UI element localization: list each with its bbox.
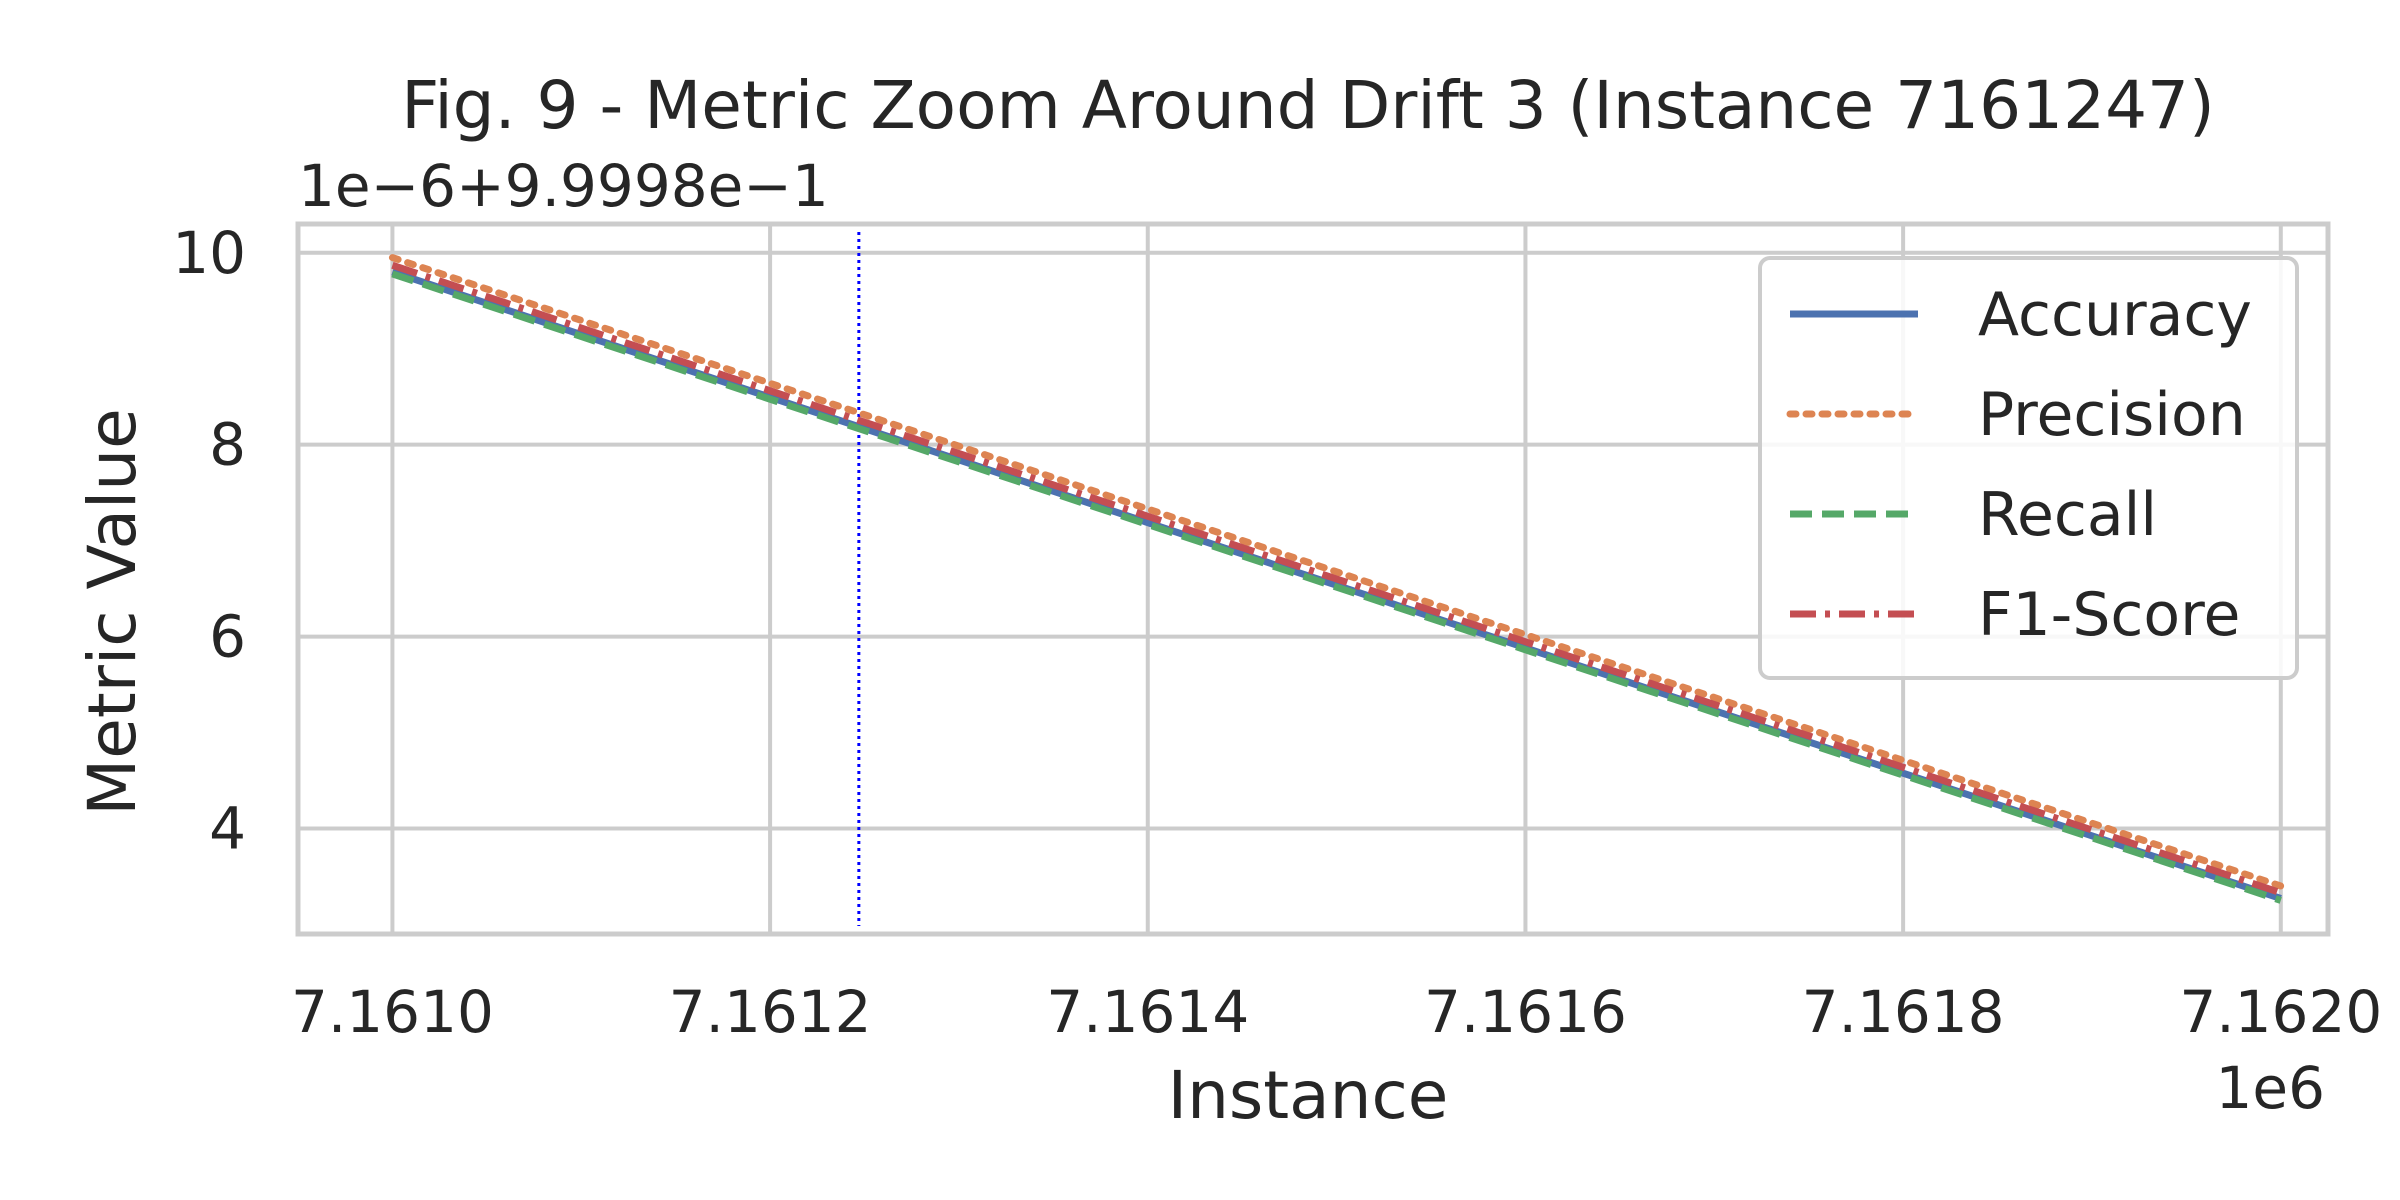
series-lines xyxy=(388,254,2285,904)
legend-label-f1-score: F1-Score xyxy=(1978,580,2240,650)
x-tick-label: 7.1618 xyxy=(1802,978,2005,1046)
y-tick-label: 6 xyxy=(209,603,246,671)
series-line-f1-score xyxy=(391,261,2282,897)
legend-label-accuracy: Accuracy xyxy=(1978,280,2252,350)
series-line-precision xyxy=(388,254,2285,890)
series-line-recall xyxy=(391,270,2282,904)
x-tick-label: 7.1610 xyxy=(291,978,494,1046)
x-tick-label: 7.1612 xyxy=(669,978,872,1046)
x-tick-label: 7.1620 xyxy=(2179,978,2382,1046)
y-tick-label: 8 xyxy=(209,411,246,479)
legend-label-precision: Precision xyxy=(1978,380,2246,450)
x-offset-text: 1e6 xyxy=(2216,1054,2326,1122)
legend: Accuracy Precision Recall F1-Score xyxy=(1758,256,2299,680)
y-tick-label: 10 xyxy=(172,219,246,287)
x-tick-label: 7.1614 xyxy=(1046,978,1249,1046)
y-tick-labels: 4 6 8 10 xyxy=(172,219,246,863)
y-tick-label: 4 xyxy=(209,794,246,862)
plot-frame xyxy=(295,221,2331,937)
legend-label-recall: Recall xyxy=(1978,480,2157,550)
chart-title: Fig. 9 - Metric Zoom Around Drift 3 (Ins… xyxy=(401,67,2215,144)
y-axis-label: Metric Value xyxy=(74,408,151,815)
x-axis-label: Instance xyxy=(1168,1057,1449,1134)
x-tick-label: 7.1616 xyxy=(1424,978,1627,1046)
y-offset-text: 1e−6+9.9998e−1 xyxy=(298,152,829,220)
legend-box xyxy=(1758,256,2299,680)
x-tick-labels: 7.1610 7.1612 7.1614 7.1616 7.1618 7.1620 xyxy=(291,978,2382,1046)
